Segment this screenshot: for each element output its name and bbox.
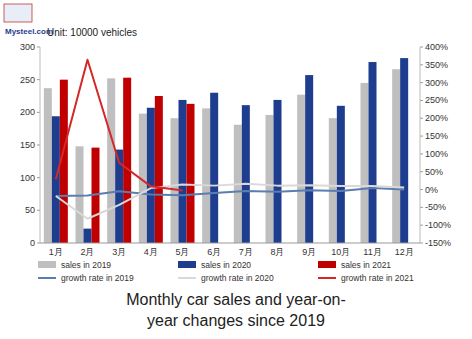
y2-tick-label: 250%: [425, 95, 448, 105]
y2-tick-label: 300%: [425, 78, 448, 88]
x-tick-label: 6月: [207, 247, 221, 257]
bar: [147, 108, 155, 243]
legend-label: sales in 2019: [61, 260, 111, 270]
bar: [210, 93, 218, 243]
x-tick-label: 7月: [239, 247, 253, 257]
line: [56, 184, 404, 219]
legend-label: sales in 2021: [341, 260, 391, 270]
y2-tick-label: 0%: [425, 185, 438, 195]
y-tick-label: 150: [20, 140, 35, 150]
y2-tick-label: 200%: [425, 113, 448, 123]
caption-box: Monthly car sales and year-on-year chang…: [0, 289, 472, 331]
y2-tick-label: 100%: [425, 149, 448, 159]
x-tick-label: 11月: [363, 247, 381, 257]
source: Mysteel.com: [5, 27, 53, 36]
line: [56, 60, 183, 191]
x-tick-label: 2月: [80, 247, 94, 257]
legend-swatch: [318, 261, 336, 268]
logo-box: [4, 4, 32, 22]
x-tick-label: 9月: [302, 247, 316, 257]
y-tick-label: 0: [30, 238, 35, 248]
x-tick-label: 1月: [49, 247, 63, 257]
bar: [171, 118, 179, 243]
legend-label: growth rate in 2019: [61, 273, 134, 283]
bar: [400, 58, 408, 243]
bar: [392, 69, 400, 243]
legend-label: sales in 2020: [201, 260, 251, 270]
y2-axis: [420, 47, 421, 243]
y2-tick-label: -150%: [425, 238, 451, 248]
bar: [44, 88, 52, 243]
bar: [266, 115, 274, 243]
y2-tick-label: 50%: [425, 167, 443, 177]
y2-tick-label: 150%: [425, 131, 448, 141]
caption: Monthly car sales and year-on-year chang…: [124, 289, 349, 331]
legend-swatch: [38, 261, 56, 268]
bar: [274, 100, 282, 243]
x-tick-label: 3月: [112, 247, 126, 257]
legend-swatch: [318, 277, 336, 279]
y2-tick-label: -50%: [425, 202, 446, 212]
subtitle: Unit: 10000 vehicles: [47, 27, 137, 38]
bar: [305, 75, 313, 243]
bar: [361, 83, 369, 243]
y-axis: [40, 47, 41, 243]
bar: [123, 78, 131, 243]
marks: [44, 58, 408, 243]
bar: [202, 108, 210, 243]
bar: [76, 146, 84, 243]
y2-tick-label: -100%: [425, 220, 451, 230]
y-tick-label: 300: [20, 42, 35, 52]
legend-swatch: [178, 261, 196, 268]
bar: [329, 118, 337, 243]
bar: [84, 229, 92, 243]
bar: [155, 96, 163, 243]
y-tick-label: 100: [20, 173, 35, 183]
bar: [107, 78, 115, 243]
bar: [187, 104, 195, 243]
x-tick-label: 10月: [331, 247, 350, 257]
bar: [297, 95, 305, 243]
legend-swatch: [38, 277, 56, 279]
legend-label: growth rate in 2021: [341, 273, 414, 283]
bar: [337, 106, 345, 243]
x-tick-label: 4月: [144, 247, 158, 257]
y2-tick-label: 350%: [425, 60, 448, 70]
legend-label: growth rate in 2020: [201, 273, 274, 283]
bar: [369, 62, 377, 243]
logo: [4, 4, 32, 22]
legend: sales in 2019 sales in 2020 sales in 2021 g…: [38, 260, 414, 283]
y-tick-label: 200: [20, 107, 35, 117]
bar: [179, 100, 187, 243]
y-tick-label: 50: [25, 205, 35, 215]
bar: [242, 105, 250, 243]
y-tick-label: 250: [20, 75, 35, 85]
legend-swatch: [178, 277, 196, 279]
x-tick-label: 5月: [175, 247, 189, 257]
bar: [52, 116, 60, 243]
chart: Mysteel.comUnit: 10000 vehicles 0 50 100 150…: [0, 0, 472, 339]
x-tick-label: 8月: [270, 247, 284, 257]
y2-tick-label: 400%: [425, 42, 448, 52]
x-tick-label: 12月: [395, 247, 414, 257]
x-axis: [40, 243, 420, 244]
line: [56, 188, 404, 196]
